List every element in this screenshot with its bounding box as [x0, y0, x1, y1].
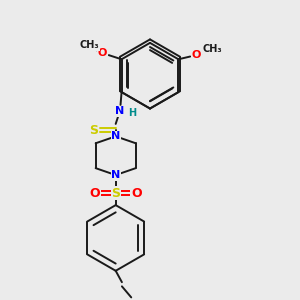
- Text: S: S: [111, 187, 120, 200]
- Text: N: N: [115, 106, 124, 116]
- Text: N: N: [111, 170, 120, 180]
- Text: S: S: [89, 124, 98, 136]
- Text: H: H: [128, 108, 136, 118]
- Text: N: N: [111, 131, 120, 141]
- Text: CH₃: CH₃: [202, 44, 222, 54]
- Text: O: O: [90, 187, 100, 200]
- Text: O: O: [131, 187, 142, 200]
- Text: CH₃: CH₃: [80, 40, 99, 50]
- Text: O: O: [192, 50, 201, 60]
- Text: O: O: [98, 48, 107, 58]
